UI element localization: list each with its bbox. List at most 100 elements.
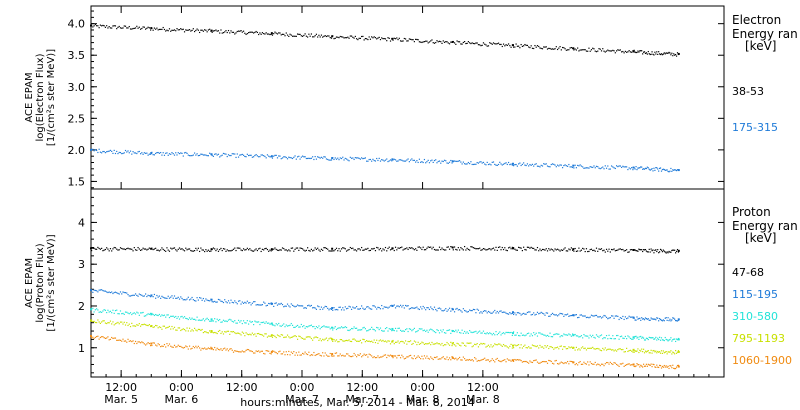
- legend-title: [keV]: [745, 231, 776, 245]
- data-point-fill: [565, 250, 567, 252]
- data-point-fill: [570, 314, 572, 317]
- data-point-fill: [491, 334, 493, 336]
- data-point-fill: [672, 317, 674, 319]
- data-point-fill: [619, 49, 621, 51]
- data-point-fill: [588, 337, 590, 339]
- data-point-fill: [188, 155, 191, 157]
- data-point-fill: [206, 348, 208, 350]
- data-point-fill: [435, 356, 437, 359]
- data-point-fill: [402, 356, 404, 358]
- data-point-fill: [181, 152, 183, 154]
- data-point-fill: [172, 153, 174, 155]
- data-point-fill: [234, 320, 236, 322]
- data-point-fill: [497, 332, 500, 334]
- data-point-fill: [524, 43, 526, 46]
- data-point-fill: [253, 250, 255, 252]
- data-point-fill: [436, 249, 438, 251]
- data-point-fill: [141, 312, 143, 314]
- data-point-fill: [261, 248, 264, 250]
- data-point-fill: [244, 322, 246, 324]
- data-point-fill: [666, 169, 668, 171]
- data-point-fill: [382, 38, 384, 40]
- data-point-fill: [603, 349, 605, 351]
- data-point-fill: [328, 35, 330, 37]
- data-point-fill: [123, 248, 125, 250]
- data-point-fill: [615, 334, 618, 337]
- data-point-fill: [667, 52, 669, 54]
- data-point-fill: [170, 328, 172, 330]
- data-point-fill: [445, 308, 447, 310]
- data-point-fill: [269, 156, 271, 158]
- data-point-fill: [479, 344, 481, 346]
- data-point-fill: [642, 53, 644, 55]
- data-point-fill: [514, 164, 516, 166]
- data-point-fill: [153, 248, 155, 250]
- data-point-fill: [264, 247, 266, 250]
- data-point-fill: [305, 249, 307, 251]
- data-point-fill: [404, 357, 407, 359]
- data-point-fill: [146, 324, 148, 326]
- data-point-fill: [485, 249, 487, 251]
- data-point-fill: [589, 50, 591, 52]
- data-point-fill: [644, 248, 647, 251]
- data-point-fill: [270, 250, 272, 252]
- data-point-fill: [561, 46, 564, 49]
- data-point-fill: [553, 163, 555, 165]
- data-point: [270, 350, 273, 353]
- data-point-fill: [308, 249, 310, 252]
- data-point-fill: [165, 316, 167, 318]
- data-point-fill: [569, 334, 571, 336]
- data-point-fill: [428, 329, 431, 331]
- data-point-fill: [274, 325, 276, 327]
- data-point-fill: [580, 49, 583, 51]
- data-point-fill: [573, 49, 575, 51]
- data-point-fill: [327, 307, 329, 309]
- data-point-fill: [614, 52, 616, 54]
- data-point-fill: [513, 46, 515, 48]
- data-point-fill: [134, 27, 137, 29]
- data-point-fill: [653, 349, 655, 352]
- data-point-fill: [441, 247, 443, 249]
- data-point-fill: [406, 328, 408, 330]
- data-point-fill: [107, 322, 109, 324]
- data-point-fill: [657, 317, 659, 319]
- data-point-fill: [384, 340, 387, 342]
- data-point-fill: [290, 303, 292, 305]
- data-point-fill: [334, 326, 336, 328]
- data-point-fill: [107, 248, 109, 250]
- data-point-fill: [550, 313, 552, 316]
- data-point-fill: [328, 309, 330, 311]
- data-point-fill: [411, 330, 413, 332]
- data-point-fill: [676, 169, 679, 171]
- data-point-fill: [359, 307, 361, 310]
- data-point-fill: [178, 298, 181, 300]
- data-point-fill: [366, 306, 368, 308]
- data-point-fill: [307, 247, 309, 249]
- data-point-fill: [374, 357, 377, 359]
- data-point-fill: [349, 306, 351, 308]
- data-point-fill: [600, 334, 603, 336]
- data-point-fill: [107, 150, 109, 153]
- data-point-fill: [259, 323, 261, 326]
- data-point-fill: [320, 248, 323, 250]
- data-point-fill: [457, 343, 459, 345]
- data-point-fill: [613, 362, 615, 364]
- data-point-fill: [614, 349, 616, 351]
- data-point-fill: [668, 339, 670, 341]
- data-point-fill: [637, 318, 639, 320]
- data-point-fill: [572, 314, 574, 317]
- data-point-fill: [663, 168, 665, 171]
- data-point-fill: [199, 347, 201, 349]
- data-point-fill: [523, 360, 525, 363]
- data-point-fill: [618, 348, 620, 350]
- data-point-fill: [150, 312, 152, 314]
- data-point-fill: [94, 23, 96, 26]
- data-point-fill: [155, 344, 157, 346]
- data-point-fill: [319, 250, 321, 252]
- data-point-fill: [312, 354, 314, 356]
- data-point-fill: [675, 352, 678, 354]
- data-point-fill: [295, 35, 297, 37]
- data-point-fill: [344, 157, 346, 160]
- data-point-fill: [397, 38, 399, 41]
- data-point-fill: [113, 149, 115, 152]
